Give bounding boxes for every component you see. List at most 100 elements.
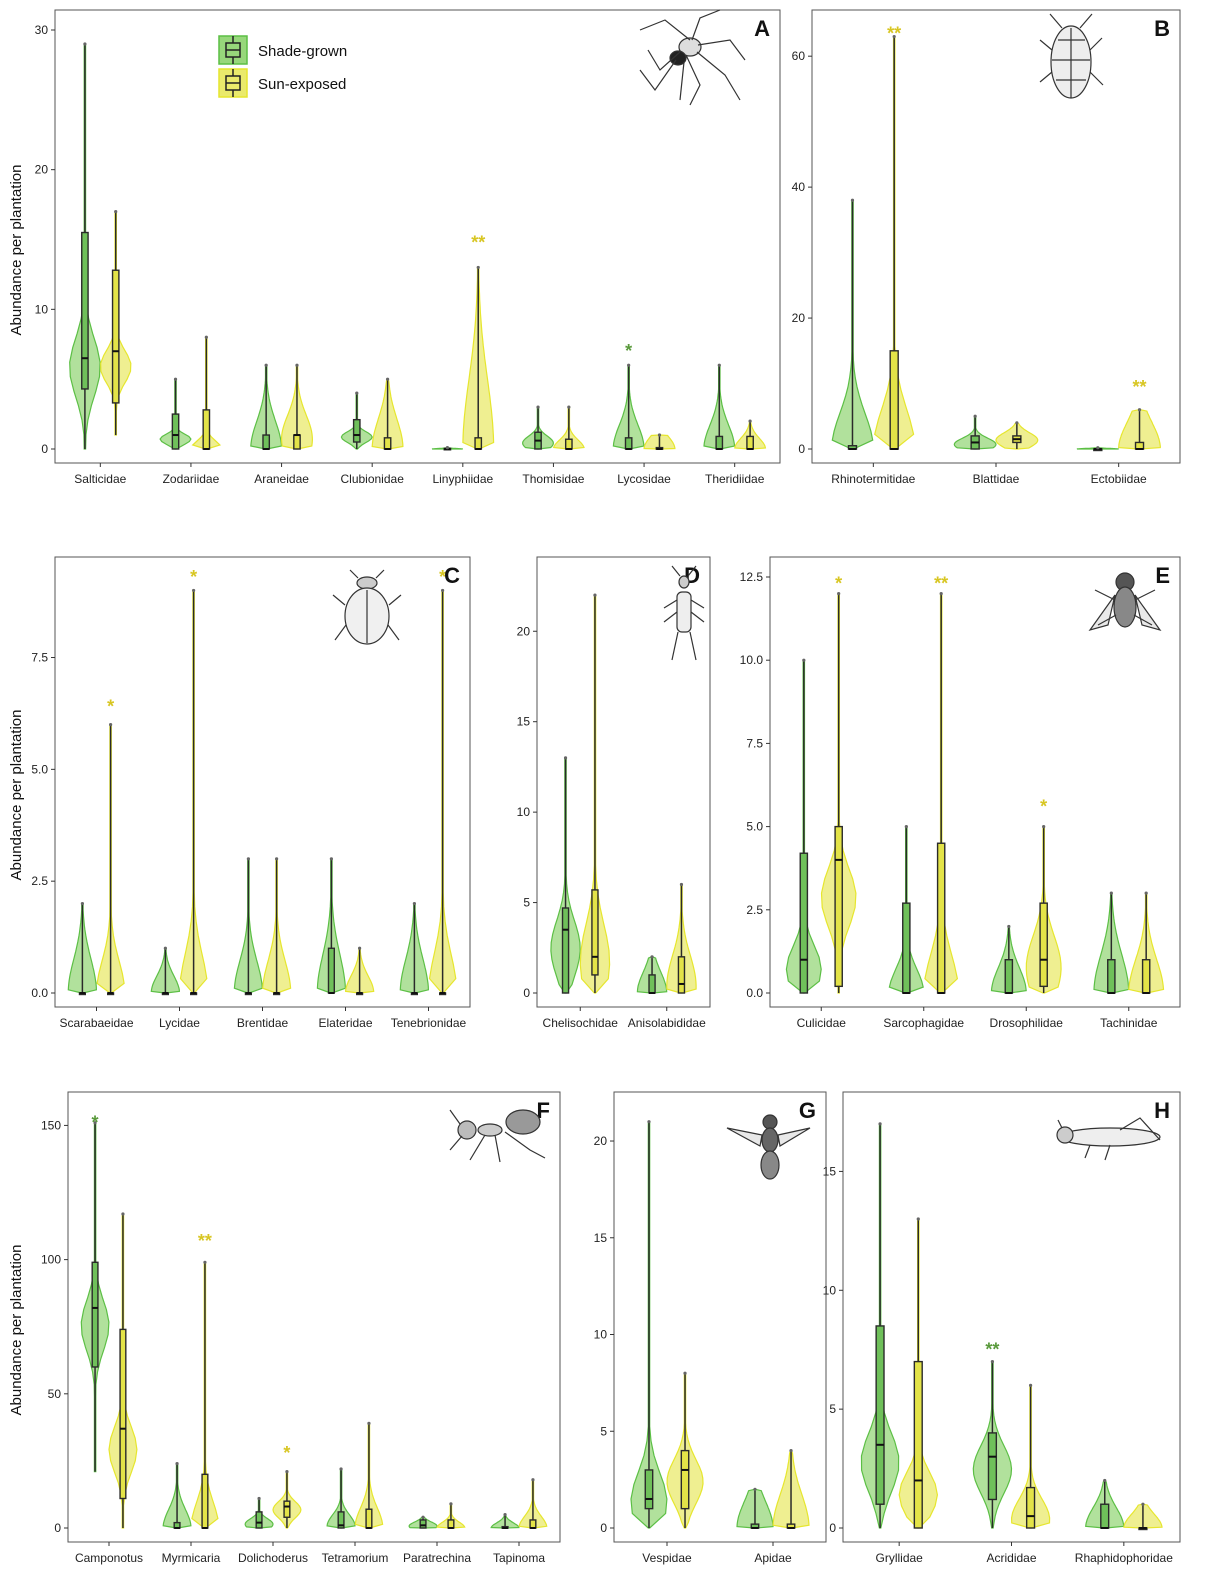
outlier-point [476,265,480,270]
outlier-point [175,1461,179,1466]
y-tick-label: 50 [48,1387,62,1401]
box-shade [352,418,361,443]
outlier-point [593,593,597,597]
outlier-point [192,588,196,593]
significance-mark: * [625,341,632,361]
panel-h: 0 5 10 15 Gryllidae Acrididae Rhaphidophoridae… [823,1091,1181,1565]
outlier-point [173,377,178,381]
panel-label: C [444,563,460,588]
box-sun [680,1449,690,1510]
y-tick-label: 10 [823,1283,837,1297]
outlier-point [536,405,540,409]
outlier-point [567,405,571,409]
x-category-label: Tapinoma [493,1551,545,1565]
box-sun [677,956,686,994]
y-tick-label: 40 [792,180,806,194]
panel-label: F [537,1098,550,1123]
y-tick-label: 150 [41,1118,61,1132]
y-tick-label: 20 [594,1134,608,1148]
x-category-label: Clubionidae [340,472,404,486]
y-tick-label: 10 [517,805,531,819]
box-sun [474,437,483,450]
y-tick-label: 10 [594,1328,608,1342]
outlier-point [246,857,250,861]
outlier-point [114,209,118,214]
box-sun [365,1508,373,1529]
panel-label: B [1154,16,1170,41]
outlier-point [789,1449,793,1453]
outlier-point [358,946,362,950]
box-shade [1004,959,1014,994]
x-category-label: Araneidae [254,472,309,486]
x-category-label: Dolichoderus [238,1551,308,1565]
outlier-point [753,1487,757,1491]
box-sun [283,1500,291,1518]
box-sun [447,1519,455,1529]
x-category-label: Chelisochidae [543,1016,619,1030]
outlier-point [503,1512,507,1517]
box-sun [564,438,573,450]
box-sun [293,434,301,450]
y-tick-label: 7.5 [746,736,763,750]
outlier-point [717,363,721,367]
earwig-illustration [663,565,705,661]
significance-mark: ** [934,574,948,594]
outlier-point [264,363,268,367]
y-tick-label: 2.5 [31,874,48,888]
outlier-point [449,1502,453,1506]
y-tick-label: 20 [35,163,49,177]
x-category-label: Lycosidae [617,472,671,486]
y-tick-label: 0.0 [746,986,763,1000]
outlier-point [412,901,416,906]
significance-mark: * [92,1113,99,1133]
x-category-label: Salticidae [74,472,126,486]
outlier-point [892,34,896,39]
legend-label-sun: Sun-exposed [258,76,346,93]
outlier-point [163,946,167,950]
y-tick-label: 0 [54,1521,61,1535]
x-category-label: Elateridae [318,1016,372,1030]
outlier-point [109,723,113,727]
outlier-point [657,433,662,437]
outlier-point [1096,446,1100,450]
box-shade [875,1325,885,1505]
y-tick-label: 12.5 [740,570,764,584]
grasshopper-illustration [1056,1117,1161,1161]
x-category-label: Drosophilidae [990,1016,1064,1030]
y-tick-label: 15 [823,1164,837,1178]
outlier-point [285,1470,289,1474]
box-shade [91,1261,99,1368]
box-shade [337,1511,345,1529]
outlier-point [650,955,654,959]
outlier-point [563,756,568,760]
y-tick-label: 15 [594,1231,608,1245]
panel-frame [811,9,1181,464]
x-category-label: Rhaphidophoridae [1075,1551,1173,1565]
y-tick-label: 0 [798,442,805,456]
significance-mark: * [283,1443,290,1463]
box-sun [529,1519,537,1529]
x-category-label: Sarcophagidae [883,1016,964,1030]
cockroach-illustration [1039,13,1104,99]
box-shade [624,437,633,450]
y-tick-label: 20 [792,311,806,325]
outlier-point [916,1217,920,1221]
significance-mark: * [835,574,842,594]
x-category-label: Scarabaeidae [59,1016,133,1030]
wasp-illustration [726,1114,811,1180]
box-shade [262,434,271,450]
box-shade [715,435,724,450]
x-category-label: Rhinotermitidae [831,472,915,486]
outlier-point [441,588,445,593]
panel-frame [54,556,471,1008]
y-tick-label: 0 [41,442,48,456]
box-sun [201,1473,209,1529]
y-axis-label-row1: Abundance per plantation [8,165,25,336]
significance-mark: ** [471,232,485,252]
x-category-label: Gryllidae [875,1551,923,1565]
outlier-point [121,1212,125,1216]
y-tick-label: 5 [829,1402,836,1416]
y-tick-label: 20 [517,624,531,638]
significance-mark: ** [1133,377,1147,397]
box-shade [902,902,911,994]
